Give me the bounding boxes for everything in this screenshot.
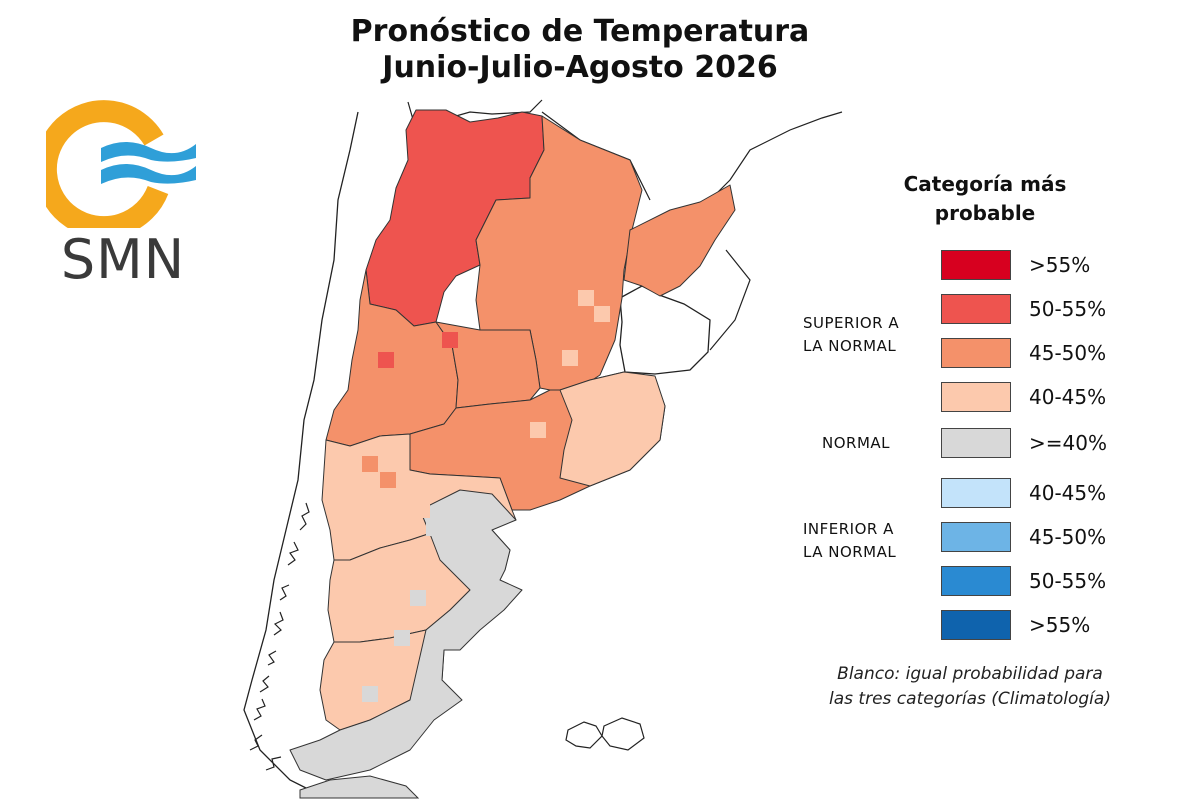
legend-group-above-line2: LA NORMAL <box>803 337 897 355</box>
brazil-coast <box>709 249 751 351</box>
legend-swatch-below-40-45 <box>941 478 1011 508</box>
map-title: Pronóstico de Temperatura Junio-Julio-Ag… <box>330 14 830 86</box>
climatology-note-line2: las tres categorías (Climatología) <box>829 689 1111 709</box>
map-title-line2: Junio-Julio-Agosto 2026 <box>382 50 778 85</box>
legend-group-normal-line1: NORMAL <box>822 434 891 452</box>
legend-swatch-above-40-45 <box>941 382 1011 412</box>
smn-logo-icon <box>46 100 196 228</box>
legend-swatch-above-45-50 <box>941 338 1011 368</box>
legend-label-normal: >=40% <box>1029 431 1107 455</box>
climatology-note-line1: Blanco: igual probabilidad para <box>837 664 1103 684</box>
legend-label-below-40-45: 40-45% <box>1029 481 1107 505</box>
legend-label-above-40-45: 40-45% <box>1029 385 1107 409</box>
legend-swatch-normal <box>941 428 1011 458</box>
chilean-islands <box>249 502 310 771</box>
legend-group-above: SUPERIOR A LA NORMAL <box>803 312 899 358</box>
legend-group-above-line1: SUPERIOR A <box>803 314 900 332</box>
argentina-map <box>243 99 843 799</box>
legend-swatch-above-55 <box>941 250 1011 280</box>
map-blend-tiles <box>346 290 610 718</box>
legend-group-normal: NORMAL <box>822 432 890 455</box>
legend-label-below-50-55: 50-55% <box>1029 569 1107 593</box>
malvinas-islands <box>565 717 645 751</box>
tierra-del-fuego <box>299 775 420 799</box>
legend-label-below-45-50: 45-50% <box>1029 525 1107 549</box>
legend-label-above-45-50: 45-50% <box>1029 341 1107 365</box>
legend-swatch-above-50-55 <box>941 294 1011 324</box>
climatology-note: Blanco: igual probabilidad para las tres… <box>800 662 1140 712</box>
legend-title-line2: probable <box>934 201 1036 225</box>
legend-swatch-below-55 <box>941 610 1011 640</box>
legend-group-below-line2: LA NORMAL <box>803 543 897 561</box>
region-northwest <box>365 109 545 327</box>
legend-group-below-line1: INFERIOR A <box>803 520 894 538</box>
forecast-map <box>230 90 860 804</box>
legend-group-below: INFERIOR A LA NORMAL <box>803 518 896 564</box>
legend-label-below-55: >55% <box>1029 613 1091 637</box>
region-misiones <box>623 184 736 297</box>
legend-label-above-55: >55% <box>1029 253 1091 277</box>
brazil-border <box>699 111 843 211</box>
region-normal-south <box>289 489 523 781</box>
legend-label-above-50-55: 50-55% <box>1029 297 1107 321</box>
legend-swatch-below-50-55 <box>941 566 1011 596</box>
legend-title-line1: Categoría más <box>903 172 1067 196</box>
smn-logo: SMN <box>46 98 206 293</box>
smn-logo-text: SMN <box>60 228 186 291</box>
map-title-line1: Pronóstico de Temperatura <box>350 14 810 49</box>
region-buenos-aires <box>559 371 666 487</box>
legend-swatch-below-45-50 <box>941 522 1011 552</box>
legend-title: Categoría más probable <box>890 170 1080 228</box>
uruguay-outline <box>619 285 711 375</box>
chile-coast-outline <box>243 111 359 791</box>
